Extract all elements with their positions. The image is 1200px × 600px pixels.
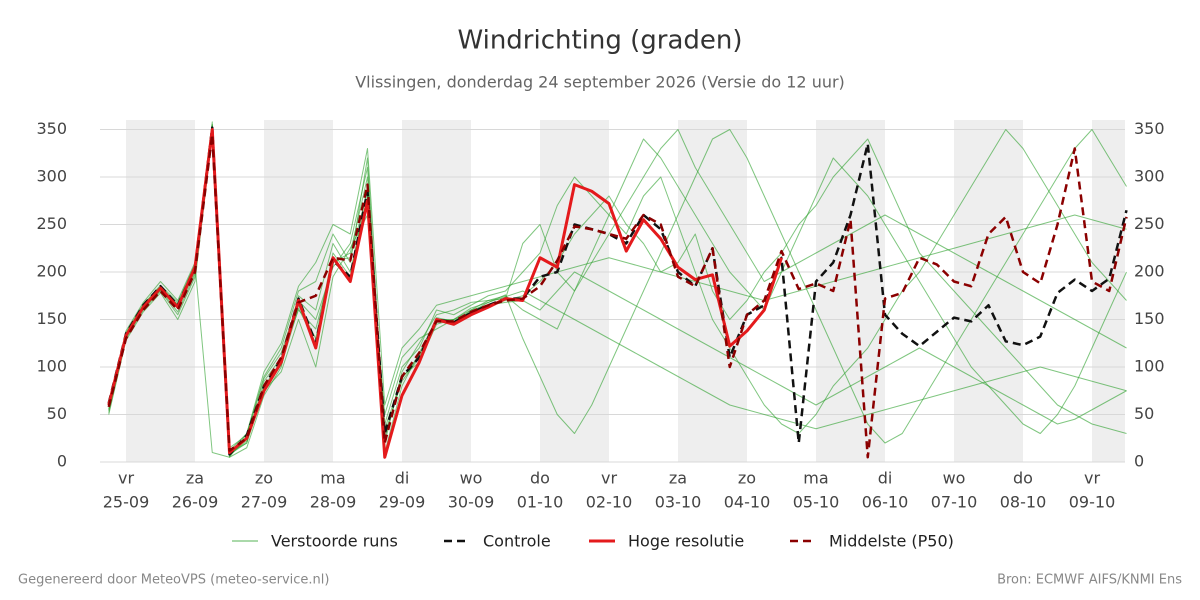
ensemble-line [108,133,1127,453]
ensemble-line [108,124,1127,449]
y2-tick-label: 350 [1134,119,1165,138]
legend-label: Verstoorde runs [271,532,398,551]
x-weekday-label: wo [460,469,483,488]
x-weekday-label: do [530,469,550,488]
x-tick-label: 07-10 [931,493,978,512]
y2-tick-label: 300 [1134,167,1165,186]
x-weekday-label: di [878,469,893,488]
x-weekday-label: vr [1084,469,1100,488]
y-tick-label: 0 [57,452,67,471]
x-tick-label: 02-10 [586,493,633,512]
chart-subtitle: Vlissingen, donderdag 24 september 2026 … [355,73,845,92]
y-tick-label: 250 [36,214,67,233]
day-band [402,120,471,462]
x-tick-label: 05-10 [793,493,840,512]
x-tick-label: 06-10 [862,493,909,512]
x-weekday-label: za [186,469,204,488]
x-weekday-label: ma [803,469,828,488]
legend-label: Middelste (P50) [829,532,954,551]
ensemble-line [108,121,1127,452]
y-tick-label: 150 [36,309,67,328]
y-tick-label: 300 [36,167,67,186]
series-line [107,133,1128,459]
y-tick-label: 50 [47,404,67,423]
x-tick-label: 26-09 [172,493,219,512]
y-tick-label: 200 [36,262,67,281]
x-weekday-label: di [395,469,410,488]
x-weekday-label: vr [601,469,617,488]
y2-tick-label: 100 [1134,357,1165,376]
x-tick-label: 27-09 [241,493,288,512]
y2-tick-label: 0 [1134,452,1144,471]
y2-tick-label: 50 [1134,404,1154,423]
x-tick-label: 01-10 [517,493,564,512]
day-shading [126,120,1125,462]
y-tick-label: 350 [36,119,67,138]
footer-right: Bron: ECMWF AIFS/KNMI Ens [997,573,1182,588]
x-weekday-label: za [669,469,687,488]
x-tick-label: 04-10 [724,493,771,512]
y2-tick-label: 250 [1134,214,1165,233]
legend-label: Hoge resolutie [628,532,744,551]
x-weekday-label: ma [320,469,345,488]
y2-tick-label: 150 [1134,309,1165,328]
y2-tick-label: 200 [1134,262,1165,281]
footer-left: Gegenereerd door MeteoVPS (meteo-service… [18,573,329,588]
x-weekday-label: zo [255,469,273,488]
x-tick-label: 30-09 [448,493,495,512]
y-tick-label: 100 [36,357,67,376]
x-tick-label: 25-09 [103,493,150,512]
x-tick-label: 09-10 [1069,493,1116,512]
x-tick-label: 28-09 [310,493,357,512]
x-tick-label: 03-10 [655,493,702,512]
chart-title: Windrichting (graden) [457,26,742,56]
x-weekday-label: vr [118,469,134,488]
x-weekday-label: wo [943,469,966,488]
legend-label: Controle [483,532,551,551]
x-tick-label: 08-10 [1000,493,1047,512]
x-tick-label: 29-09 [379,493,426,512]
day-band [816,120,885,462]
ensemble-line [108,148,1127,458]
x-weekday-label: zo [738,469,756,488]
x-weekday-label: do [1013,469,1033,488]
